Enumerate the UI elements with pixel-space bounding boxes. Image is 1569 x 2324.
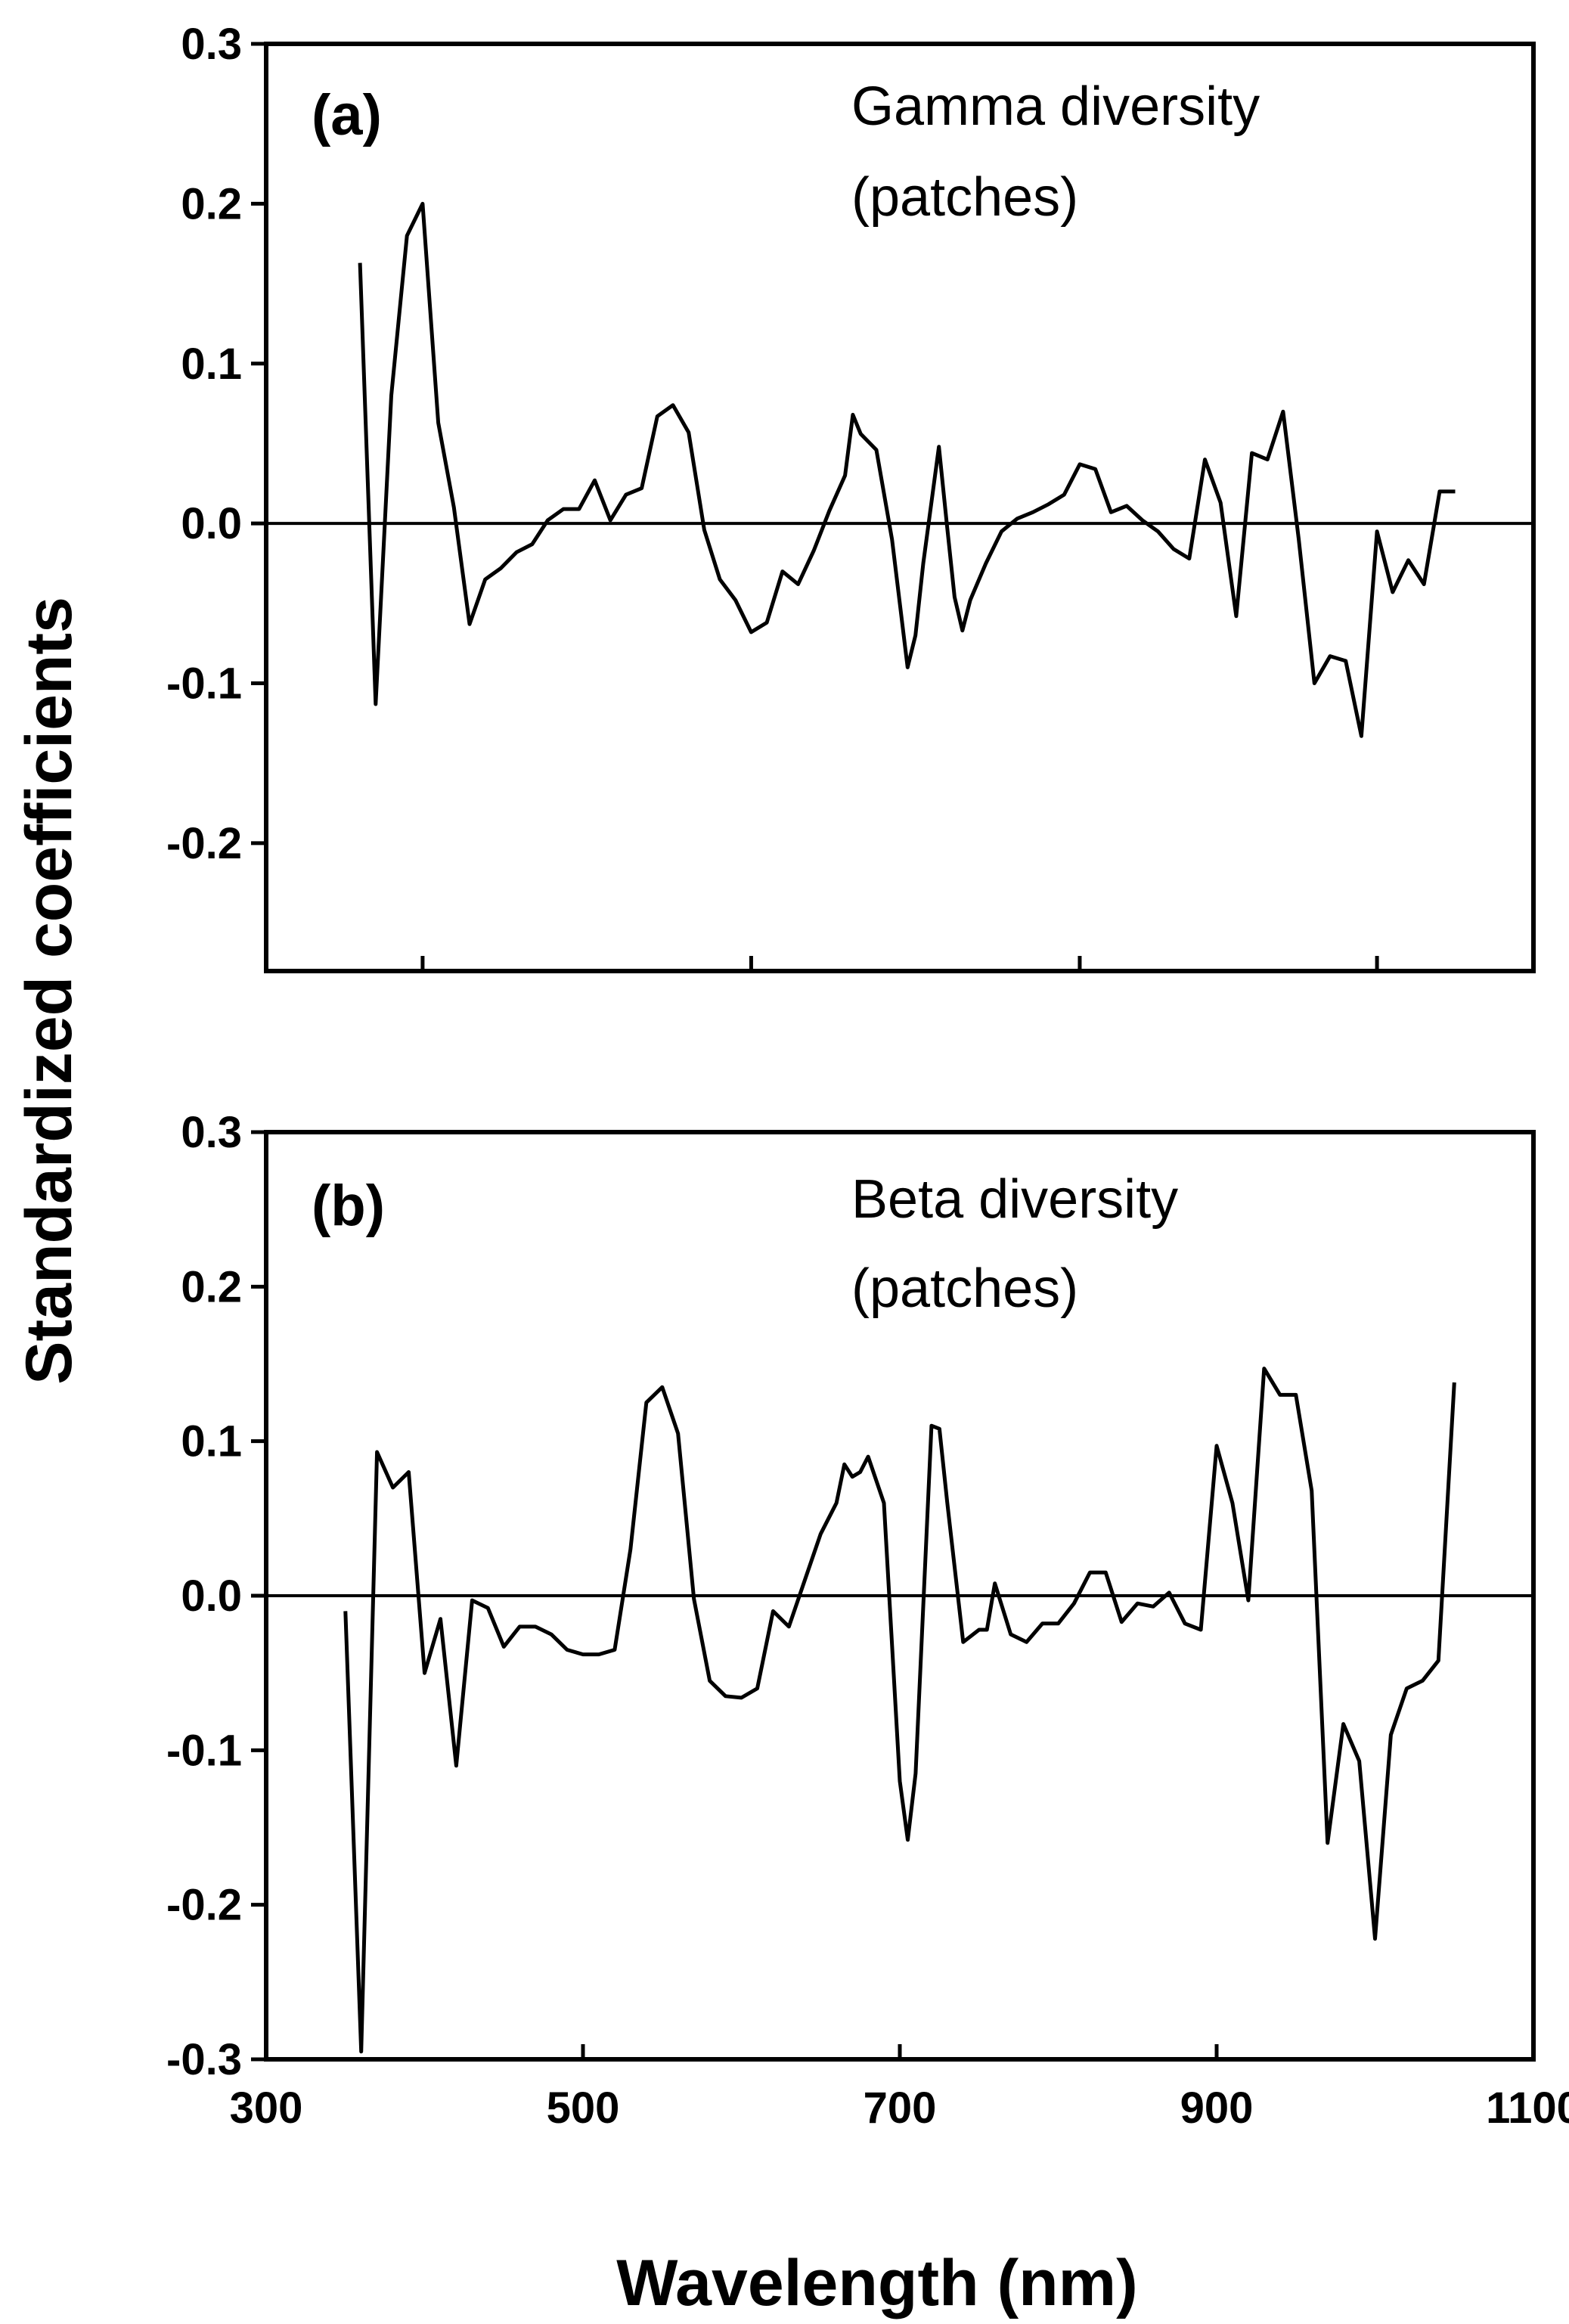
panel-b-letter: (b) bbox=[312, 1174, 385, 1238]
x-axis-title: Wavelength (nm) bbox=[616, 2247, 1138, 2319]
panel-b-x-tick-label: 1100 bbox=[1486, 2084, 1569, 2133]
panel-b-y-tick-label: 0.2 bbox=[181, 1262, 242, 1311]
panel-a-series-line bbox=[358, 201, 1456, 738]
panel-b: -0.3 -0.2 -0.1 0.0 0.1 0.2 0.3 300 500 700 900 110… bbox=[166, 1108, 1569, 2133]
panel-a-frame bbox=[264, 42, 1536, 973]
panel-b-y-tick-label: -0.2 bbox=[166, 1881, 242, 1930]
panel-a-letter: (a) bbox=[312, 83, 382, 147]
panel-b-x-tick-label: 500 bbox=[547, 2084, 620, 2133]
panel-b-y-ticks: -0.3 -0.2 -0.1 0.0 0.1 0.2 0.3 bbox=[166, 1108, 266, 2084]
panel-a-y-tick-label: -0.1 bbox=[166, 659, 242, 709]
panel-a-y-tick-label: -0.2 bbox=[166, 819, 242, 868]
panel-b-subtitle: (patches) bbox=[851, 1258, 1078, 1319]
panel-b-y-tick-label: -0.3 bbox=[166, 2035, 242, 2084]
panel-a-y-tick-label: 0.2 bbox=[181, 179, 242, 228]
panel-a-subtitle: (patches) bbox=[851, 167, 1078, 228]
panel-b-y-tick-label: 0.0 bbox=[181, 1572, 242, 1621]
panel-b-series-line bbox=[343, 1367, 1456, 2054]
panel-a: -0.2 -0.1 0.0 0.1 0.2 0.3 (a) Gamma diversity… bbox=[166, 20, 1536, 973]
panel-b-x-tick-label: 700 bbox=[864, 2084, 937, 2133]
panel-b-y-tick-label: 0.3 bbox=[181, 1108, 242, 1157]
panel-a-y-tick-label: 0.0 bbox=[181, 499, 242, 548]
panel-b-x-tick-label: 900 bbox=[1180, 2084, 1254, 2133]
panel-b-x-ticks: 300 500 700 900 1100 bbox=[230, 2044, 1569, 2133]
panel-b-y-tick-label: -0.1 bbox=[166, 1726, 242, 1775]
panel-a-y-tick-label: 0.1 bbox=[181, 340, 242, 389]
panel-a-title: Gamma diversity bbox=[851, 76, 1260, 137]
y-axis-title: Standardized coefficients bbox=[13, 597, 85, 1385]
panel-b-title: Beta diversity bbox=[851, 1169, 1178, 1230]
panel-a-y-ticks: -0.2 -0.1 0.0 0.1 0.2 0.3 bbox=[166, 20, 266, 868]
panel-b-y-tick-label: 0.1 bbox=[181, 1417, 242, 1466]
panel-a-x-ticks bbox=[420, 956, 1379, 971]
panel-b-x-tick-label: 300 bbox=[230, 2084, 303, 2133]
panel-a-y-tick-label: 0.3 bbox=[181, 20, 242, 69]
